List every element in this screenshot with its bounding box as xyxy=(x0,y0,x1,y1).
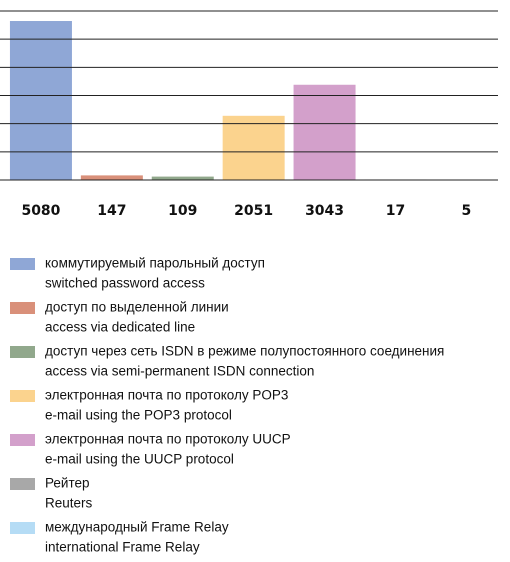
legend-label: доступ через сеть ISDN в режиме полупост… xyxy=(45,344,444,359)
legend-label-en: international Frame Relay xyxy=(45,540,200,555)
legend-label-en: access via semi-permanent ISDN connectio… xyxy=(45,364,314,379)
legend-swatch xyxy=(10,346,35,358)
legend-label: коммутируемый парольный доступ xyxy=(45,256,265,271)
legend-label-en: switched password access xyxy=(45,276,205,291)
legend-label-en: access via dedicated line xyxy=(45,320,195,335)
value-label: 3043 xyxy=(305,203,344,219)
bar xyxy=(151,176,214,180)
legend-swatch xyxy=(10,390,35,402)
legend-label: электронная почта по протоколу UUCP xyxy=(45,432,291,447)
legend-swatch xyxy=(10,302,35,314)
legend-label: доступ по выделенной линии xyxy=(45,300,229,315)
value-label: 5 xyxy=(461,203,471,219)
value-label: 2051 xyxy=(234,203,273,219)
legend-label: международный Frame Relay xyxy=(45,520,229,535)
bar xyxy=(222,115,285,180)
legend-label: электронная почта по протоколу POP3 xyxy=(45,388,288,403)
legend-swatch xyxy=(10,522,35,534)
value-label: 147 xyxy=(97,203,126,219)
legend-label-en: Reuters xyxy=(45,496,93,511)
legend-swatch xyxy=(10,434,35,446)
legend-label: Рейтер xyxy=(45,476,90,491)
value-label: 109 xyxy=(168,203,197,219)
legend-swatch xyxy=(10,478,35,490)
legend-label-en: e-mail using the POP3 protocol xyxy=(45,408,232,423)
bar xyxy=(9,21,72,180)
bar xyxy=(293,84,356,180)
value-label: 17 xyxy=(386,203,405,219)
legend-label-en: e-mail using the UUCP protocol xyxy=(45,452,234,467)
legend-swatch xyxy=(10,258,35,270)
value-label: 5080 xyxy=(21,203,60,219)
bar xyxy=(80,175,143,180)
